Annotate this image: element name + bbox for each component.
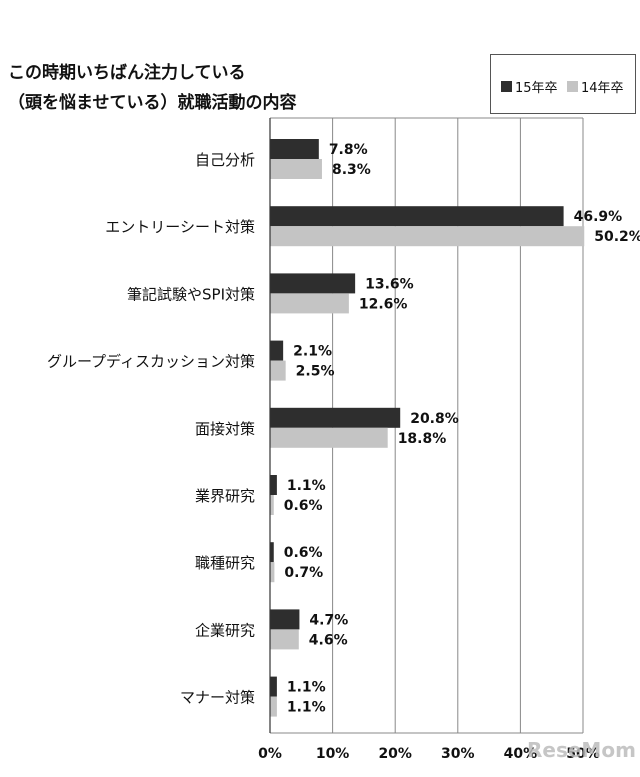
value-label-15: 13.6%	[365, 276, 414, 292]
value-label-14: 50.2%	[594, 229, 640, 245]
legend-swatch-14	[567, 81, 578, 92]
bar-14	[270, 293, 349, 314]
bar-14	[270, 427, 388, 448]
bar-15	[270, 407, 401, 428]
bar-15	[270, 542, 274, 563]
chart-title-line-2: （頭を悩ませている）就職活動の内容	[8, 93, 297, 113]
value-label-14: 0.6%	[284, 498, 323, 514]
bar-14	[270, 159, 322, 179]
x-tick-label: 0%	[258, 746, 282, 762]
bar-14	[270, 360, 286, 381]
legend-label-15: 15年卒	[515, 81, 558, 96]
category-label: 職種研究	[195, 554, 255, 572]
value-label-14: 1.1%	[287, 700, 326, 716]
value-label-15: 2.1%	[293, 344, 332, 360]
bar-14	[270, 562, 275, 583]
legend-swatch-15	[501, 81, 512, 92]
bar-15	[270, 139, 319, 159]
category-label: エントリーシート対策	[105, 218, 255, 236]
legend: 15年卒 14年卒	[490, 54, 636, 114]
value-label-14: 4.6%	[309, 632, 348, 648]
bar-15	[270, 273, 356, 294]
value-label-15: 1.1%	[287, 478, 326, 494]
legend-item-14: 14年卒	[567, 77, 624, 96]
bar-15	[270, 475, 277, 495]
category-label: グループディスカッション対策	[47, 353, 255, 371]
x-tick-label: 50%	[566, 746, 600, 762]
chart-title-line-1: この時期いちばん注力している	[8, 63, 246, 83]
value-label-14: 18.8%	[398, 431, 447, 447]
value-label-15: 4.7%	[309, 612, 348, 628]
bar-14	[270, 495, 274, 515]
category-label: 筆記試験やSPI対策	[127, 285, 255, 303]
bar-15	[270, 676, 277, 697]
bar-15	[270, 206, 564, 227]
bar-14	[270, 226, 585, 247]
x-tick-label: 10%	[316, 746, 350, 762]
value-label-14: 12.6%	[359, 296, 408, 312]
x-tick-label: 40%	[504, 746, 538, 762]
bar-15	[270, 340, 284, 361]
value-label-15: 7.8%	[329, 142, 368, 158]
value-label-15: 1.1%	[287, 680, 326, 696]
value-label-15: 20.8%	[410, 411, 459, 427]
category-label: 企業研究	[195, 621, 255, 639]
value-label-14: 2.5%	[296, 364, 335, 380]
category-label: 面接対策	[195, 420, 255, 438]
bar-14	[270, 696, 277, 717]
category-label: 業界研究	[195, 487, 255, 505]
legend-item-15: 15年卒	[501, 77, 558, 96]
category-label: マナー対策	[180, 689, 255, 707]
value-label-15: 46.9%	[574, 209, 623, 225]
x-tick-label: 30%	[441, 746, 475, 762]
value-label-14: 8.3%	[332, 162, 371, 178]
category-label: 自己分析	[195, 151, 255, 169]
value-label-15: 0.6%	[284, 545, 323, 561]
value-label-14: 0.7%	[284, 565, 323, 581]
bar-14	[270, 629, 299, 650]
legend-label-14: 14年卒	[581, 81, 624, 96]
bar-15	[270, 609, 300, 630]
watermark: ReseMom	[527, 738, 636, 762]
x-tick-label: 20%	[378, 746, 412, 762]
